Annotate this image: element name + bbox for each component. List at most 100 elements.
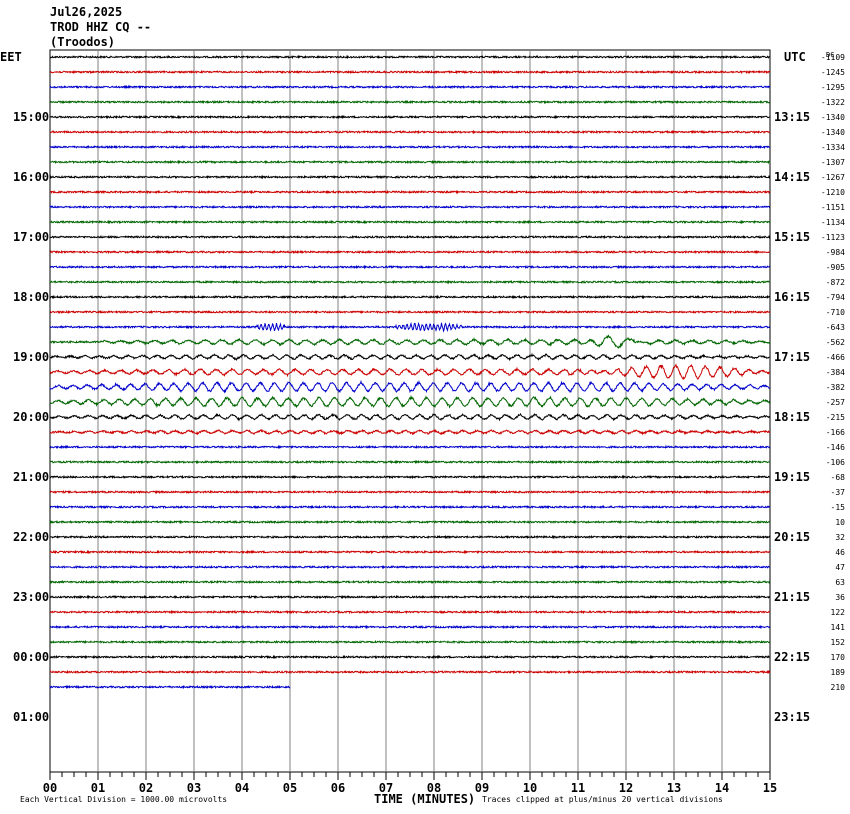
- trace-line: [49, 394, 771, 409]
- trace-line: [49, 204, 771, 210]
- scale-note: Each Vertical Division = 1000.00 microvo…: [20, 795, 227, 804]
- trace-line: [49, 264, 771, 270]
- trace-line: [49, 174, 771, 180]
- trace-line: [49, 69, 771, 75]
- clip-note: Traces clipped at plus/minus 20 vertical…: [482, 795, 723, 804]
- left-hour-label: 23:00: [13, 590, 49, 604]
- dc-offset-label: -1123: [821, 233, 845, 242]
- dc-offset-header: DC: [826, 51, 834, 59]
- trace-line: [49, 294, 771, 300]
- trace-line: [49, 654, 771, 660]
- trace-line: [49, 352, 771, 362]
- trace-line: [49, 624, 771, 630]
- x-tick-label: 15: [763, 781, 777, 795]
- dc-offset-label: -905: [826, 263, 845, 272]
- dc-offset-label: -710: [826, 308, 845, 317]
- trace-line: [49, 144, 771, 150]
- dc-offset-label: -106: [826, 458, 845, 467]
- left-hour-label: 19:00: [13, 350, 49, 364]
- trace-line: [49, 609, 771, 615]
- right-hour-label: 14:15: [774, 170, 810, 184]
- dc-offset-label: -1307: [821, 158, 845, 167]
- right-hour-label: 19:15: [774, 470, 810, 484]
- x-tick-label: 02: [139, 781, 153, 795]
- trace-line: [49, 489, 771, 495]
- left-timezone-label: EET: [0, 50, 22, 64]
- x-tick-label: 09: [475, 781, 489, 795]
- trace-line: [49, 129, 771, 135]
- dc-offset-label: -384: [826, 368, 845, 377]
- right-hour-label: 15:15: [774, 230, 810, 244]
- trace-line: [49, 363, 771, 381]
- trace-line: [49, 504, 771, 510]
- x-tick-label: 03: [187, 781, 201, 795]
- trace-line: [49, 428, 771, 436]
- dc-offset-label: -643: [826, 323, 845, 332]
- trace-line: [49, 321, 771, 333]
- dc-offset-label: -1322: [821, 98, 845, 107]
- dc-offset-label: -37: [831, 488, 846, 497]
- right-hour-label: 23:15: [774, 710, 810, 724]
- dc-offset-label: 36: [835, 593, 845, 602]
- dc-offset-label: -257: [826, 398, 845, 407]
- trace-line: [49, 564, 771, 570]
- dc-offset-label: -1134: [821, 218, 845, 227]
- trace-line: [49, 279, 771, 285]
- trace-line: [49, 412, 771, 422]
- x-tick-label: 10: [523, 781, 537, 795]
- x-axis-title: TIME (MINUTES): [374, 792, 475, 806]
- dc-offset-label: -1210: [821, 188, 845, 197]
- dc-offset-label: -1340: [821, 128, 845, 137]
- dc-offset-label: 210: [831, 683, 846, 692]
- left-hour-label: 18:00: [13, 290, 49, 304]
- left-hour-label: 00:00: [13, 650, 49, 664]
- dc-offset-label: 170: [831, 653, 846, 662]
- left-hour-label: 20:00: [13, 410, 49, 424]
- x-tick-label: 05: [283, 781, 297, 795]
- dc-offset-label: -794: [826, 293, 845, 302]
- x-tick-label: 14: [715, 781, 729, 795]
- dc-offset-label: -984: [826, 248, 845, 257]
- dc-offset-label: -68: [831, 473, 846, 482]
- right-hour-label: 18:15: [774, 410, 810, 424]
- trace-line: [49, 159, 771, 165]
- header-date: Jul26,2025: [50, 5, 122, 19]
- dc-offset-label: -215: [826, 413, 845, 422]
- dc-offset-label: 122: [831, 608, 846, 617]
- trace-line: [49, 334, 771, 349]
- dc-offset-label: 63: [835, 578, 845, 587]
- x-axis: 00 01 02 03 04 05 06 07 08 09 10 11 12 13 14 15: [43, 772, 777, 795]
- left-hour-label: 01:00: [13, 710, 49, 724]
- left-hour-label: 15:00: [13, 110, 49, 124]
- trace-line: [49, 114, 771, 120]
- x-tick-label: 13: [667, 781, 681, 795]
- x-tick-label: 11: [571, 781, 585, 795]
- trace-line: [49, 444, 771, 450]
- trace-line: [49, 519, 771, 525]
- x-tick-label: 08: [427, 781, 441, 795]
- trace-line: [49, 249, 771, 255]
- seismic-traces: [49, 54, 771, 690]
- dc-offset-label: 152: [831, 638, 846, 647]
- dc-offset-label: 32: [835, 533, 845, 542]
- x-tick-label: 07: [379, 781, 393, 795]
- right-hour-label: 17:15: [774, 350, 810, 364]
- trace-line: [49, 309, 771, 315]
- dc-offset-label: -1340: [821, 113, 845, 122]
- x-tick-label: 06: [331, 781, 345, 795]
- dc-offset-label: 189: [831, 668, 846, 677]
- x-tick-label: 00: [43, 781, 57, 795]
- dc-offset-label: 47: [835, 563, 845, 572]
- dc-offset-label: -1267: [821, 173, 845, 182]
- right-hour-labels: 13:15 14:15 15:15 16:15 17:15 18:15 19:15 20:15…: [774, 110, 810, 724]
- minute-gridlines: [49, 49, 771, 773]
- left-hour-label: 22:00: [13, 530, 49, 544]
- dc-offset-label: -1151: [821, 203, 845, 212]
- dc-offset-label: -466: [826, 353, 845, 362]
- trace-line: [49, 549, 771, 555]
- x-tick-label: 01: [91, 781, 105, 795]
- dc-offset-label: -382: [826, 383, 845, 392]
- dc-offset-label: -166: [826, 428, 845, 437]
- trace-line: [49, 639, 771, 645]
